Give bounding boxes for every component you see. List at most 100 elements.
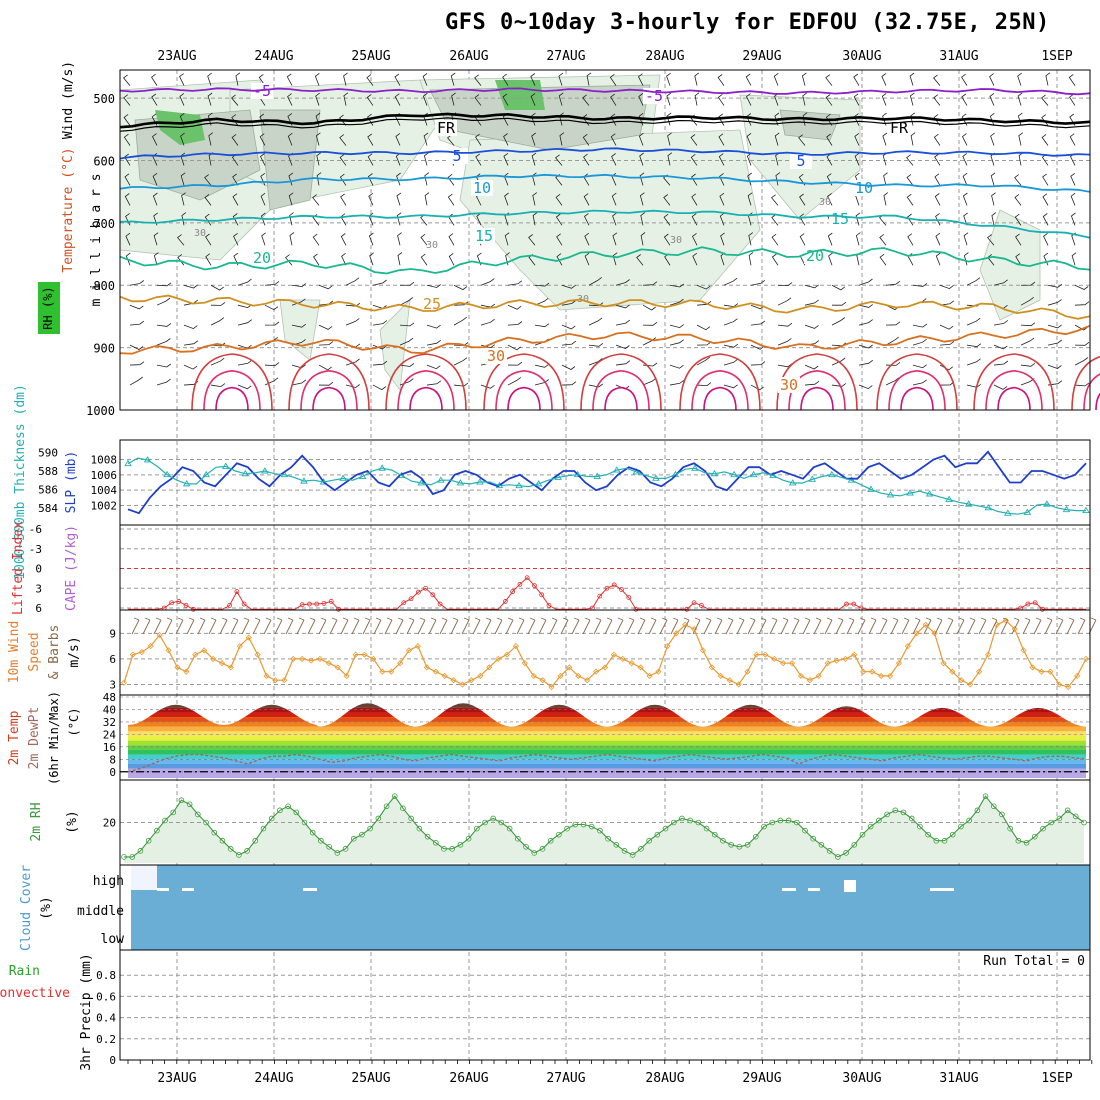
- wind-barb: [205, 233, 212, 246]
- wind-barb: [504, 192, 509, 206]
- wind10-barb-flag: [881, 617, 888, 621]
- temp-tick-label: 48: [103, 691, 116, 704]
- wind-barb: [748, 232, 754, 246]
- wind10-barb-flag: [870, 617, 877, 621]
- pressure-tick-label: 600: [93, 154, 115, 168]
- wind-barb: [453, 301, 469, 306]
- lifted-index-point: [626, 595, 632, 600]
- wind-speed-point: [281, 677, 288, 684]
- wind-barb: [339, 154, 347, 166]
- wind10-barb-flag: [672, 617, 679, 621]
- wind-barb: [288, 192, 294, 206]
- wind10-barb-flag: [925, 617, 932, 621]
- wind-barb: [372, 360, 388, 366]
- wind10-axis-label-2: Speed: [27, 632, 42, 671]
- wind-barb: [827, 232, 833, 246]
- wind10-barb-flag: [650, 617, 657, 621]
- wind10-barb: [516, 619, 525, 635]
- wind-barb: [183, 324, 198, 330]
- temp-band: [128, 749, 1086, 755]
- wind-barb: [909, 92, 915, 106]
- temp-band: [128, 712, 1086, 718]
- isotherm-line: [119, 112, 1091, 129]
- wind-barb: [746, 152, 752, 166]
- wind-barb: [694, 92, 700, 106]
- wind-barb: [747, 192, 753, 206]
- cloud-cover-fill: [131, 865, 1090, 950]
- wind-barb: [475, 153, 482, 166]
- wind-barb: [318, 381, 334, 386]
- wind-barb: [534, 282, 550, 287]
- wind-speed-point: [120, 679, 128, 686]
- cloud-gap: [131, 865, 157, 890]
- wind-barb: [368, 192, 374, 206]
- isotherm-line: [119, 147, 1091, 160]
- wind10-barb: [1022, 619, 1031, 635]
- wind10-barb-flag: [386, 617, 393, 621]
- wind10-barb: [747, 619, 756, 635]
- wind10-barb: [307, 619, 316, 635]
- heat-contour: [1071, 355, 1100, 411]
- wind-barb: [264, 304, 279, 311]
- wind-barb: [879, 253, 887, 266]
- wind-barb: [907, 213, 914, 226]
- wind-barb: [367, 133, 374, 146]
- wind-speed-point: [566, 664, 573, 671]
- wind-barb: [663, 194, 671, 206]
- bottom-date-label: 29AUG: [742, 1071, 781, 1086]
- temp-band: [128, 717, 1086, 722]
- wind-barb: [939, 341, 955, 346]
- temp-band: [128, 754, 1086, 760]
- wind-barb: [345, 358, 360, 366]
- rh-legend-swatch: [38, 282, 60, 334]
- wind10-barb-flag: [1002, 617, 1009, 621]
- wind-barb: [825, 94, 833, 106]
- isotherm-label-bg: [790, 153, 812, 169]
- wind-barb: [372, 344, 387, 350]
- wind-speed-point: [1020, 647, 1027, 654]
- wind-barb: [125, 232, 131, 246]
- wind10-barb-flag: [1013, 617, 1020, 621]
- wind10-barb: [274, 619, 283, 635]
- wind-barb: [750, 384, 764, 391]
- wind-barb: [1017, 72, 1022, 86]
- rh-axis-label: RH (%): [41, 286, 55, 329]
- wind10-barb: [703, 619, 712, 635]
- isotherm-label-bg: [485, 348, 507, 364]
- heat-contour: [215, 386, 249, 411]
- wind-barb: [987, 234, 995, 246]
- wind-speed-point: [254, 651, 261, 658]
- wind10-barb-flag: [617, 617, 624, 621]
- wind-barb: [669, 283, 685, 288]
- wind10-barb: [186, 619, 195, 635]
- wind-barb: [640, 232, 646, 246]
- wind-barb: [369, 252, 374, 266]
- wind-barb: [210, 317, 225, 326]
- wind-barb: [1042, 193, 1049, 206]
- wind-speed-point: [316, 655, 324, 662]
- wind-barb: [261, 232, 266, 246]
- wind-barb: [963, 252, 969, 266]
- wind-barb: [745, 73, 752, 86]
- wind10-barb-flag: [705, 617, 712, 621]
- wind-barb: [555, 213, 563, 226]
- wind-speed-point: [664, 643, 671, 650]
- isotherm-line: [119, 324, 1091, 355]
- isotherm-label: -5: [645, 87, 663, 105]
- wind-barb: [691, 213, 698, 226]
- wind-barb: [610, 133, 617, 146]
- wind10-barb-flag: [243, 617, 250, 621]
- wind-barb: [611, 153, 617, 166]
- wind10-barb: [296, 619, 305, 635]
- isotherm-line: [119, 246, 1091, 275]
- wind10-barb: [483, 619, 492, 635]
- wind-barb: [1042, 213, 1049, 226]
- wind-barb: [129, 361, 145, 366]
- wind10-barb-flag: [958, 617, 965, 621]
- wind10-barb-flag: [474, 617, 481, 621]
- wind-barb: [666, 92, 672, 106]
- wind-barb: [237, 319, 252, 326]
- thickness-axis-label: 1000~500mb Thickness (dm): [13, 384, 28, 580]
- wind-barb: [669, 339, 684, 346]
- wind-barb: [777, 322, 793, 327]
